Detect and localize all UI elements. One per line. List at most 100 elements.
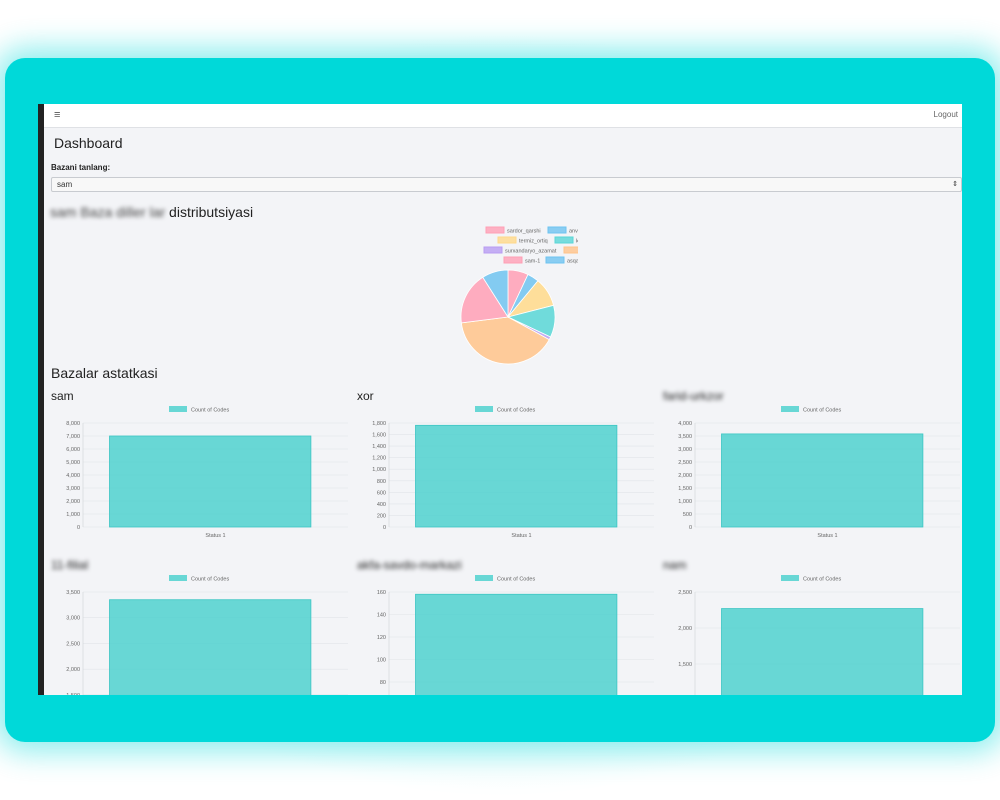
bar-chart-title: akfa-savdo-markazi <box>357 558 462 572</box>
x-tick-label: Status 1 <box>817 533 837 539</box>
database-select-value: sam <box>57 180 73 189</box>
pie-legend-label[interactable]: sardor_qarshi <box>507 229 541 235</box>
y-tick-label: 3,000 <box>678 447 692 453</box>
bar[interactable] <box>415 424 618 528</box>
y-tick-label: 1,000 <box>678 499 692 505</box>
bar-chart: Count of Codes020406080100120140160 <box>377 575 654 695</box>
pie-legend-swatch[interactable] <box>554 236 574 244</box>
bar-legend-swatch[interactable] <box>169 575 187 581</box>
bar-chart-title: nam <box>663 558 687 572</box>
y-tick-label: 3,500 <box>66 590 80 596</box>
bar-legend-swatch[interactable] <box>781 575 799 581</box>
y-tick-label: 4,000 <box>678 421 692 427</box>
y-tick-label: 1,400 <box>372 444 386 450</box>
pie-slice[interactable] <box>460 276 509 324</box>
y-tick-label: 2,000 <box>66 499 80 505</box>
top-navbar: ≡ Logout <box>44 104 962 128</box>
pie-heading-blurred-text: sam Baza diller lar <box>50 204 166 220</box>
pie-legend-swatch[interactable] <box>547 226 567 234</box>
pie-legend-label[interactable]: kitob <box>576 239 578 245</box>
bar-chart: Count of Codes05001,0001,5002,0002,5003,… <box>678 406 960 539</box>
bar-legend-label[interactable]: Count of Codes <box>191 408 229 414</box>
bar-legend-label[interactable]: Count of Codes <box>497 577 535 583</box>
y-tick-label: 160 <box>377 590 386 596</box>
y-tick-label: 1,000 <box>372 467 386 473</box>
bar-legend-swatch[interactable] <box>475 406 493 412</box>
logout-link[interactable]: Logout <box>933 110 958 119</box>
pie-heading-text: distributsiyasi <box>165 204 254 220</box>
y-tick-label: 1,500 <box>678 662 692 668</box>
pie-legend-label[interactable]: termiz_ortiq <box>519 239 548 245</box>
bar-chart: Count of Codes 0 200 400 600 800 1,000 1,200 1,4… <box>372 406 654 539</box>
pie-legend-swatch[interactable] <box>545 256 565 264</box>
hamburger-menu-icon[interactable]: ≡ <box>54 109 61 121</box>
y-tick-label: 0 <box>77 525 80 531</box>
y-tick-label: 500 <box>683 512 692 518</box>
pie-legend-label[interactable]: asqar <box>567 259 578 265</box>
y-tick-label: 2,500 <box>678 590 692 596</box>
bar-chart-title: farid-urkzor <box>663 389 724 403</box>
y-tick-label: 0 <box>383 525 386 531</box>
pie-legend-swatch[interactable] <box>503 256 523 264</box>
bar-chart-panel: sam Count of Codes 0 1,000 2,000 3,000 4,000 5,… <box>51 389 350 563</box>
bar-legend-label[interactable]: Count of Codes <box>497 408 535 414</box>
bar-legend-swatch[interactable] <box>475 575 493 581</box>
bar[interactable] <box>721 608 924 695</box>
bar-chart-title: sam <box>51 389 74 403</box>
y-tick-label: 4,000 <box>66 473 80 479</box>
database-select[interactable]: sam ⇕ <box>51 177 962 192</box>
pie-slice[interactable] <box>482 269 509 319</box>
y-tick-label: 140 <box>377 613 386 619</box>
y-tick-label: 0 <box>689 525 692 531</box>
app-screen: ≡ Logout Dashboard Bazani tanlang: sam ⇕… <box>38 104 962 695</box>
pie-legend-label[interactable]: surxandaryo_azamat <box>505 249 557 255</box>
y-tick-label: 1,600 <box>372 433 386 439</box>
y-tick-label: 5,000 <box>66 460 80 466</box>
y-tick-label: 2,000 <box>678 626 692 632</box>
y-tick-label: 8,000 <box>66 421 80 427</box>
bar-chart: Count of Codes05001,0001,5002,0002,5003,… <box>66 575 348 695</box>
y-tick-label: 200 <box>377 513 386 519</box>
bar-legend-label[interactable]: Count of Codes <box>803 577 841 583</box>
bar-chart-panel: xor Count of Codes 0 200 400 600 800 1,000 1,200… <box>357 389 656 563</box>
bar[interactable] <box>721 433 924 528</box>
pie-legend-swatch[interactable] <box>483 246 503 254</box>
y-tick-label: 2,000 <box>66 667 80 673</box>
bar-legend-label[interactable]: Count of Codes <box>191 577 229 583</box>
y-tick-label: 1,500 <box>678 486 692 492</box>
pie-legend-label[interactable]: sam-1 <box>525 259 540 265</box>
pie-legend-swatch[interactable] <box>563 246 578 254</box>
y-tick-label: 1,000 <box>66 512 80 518</box>
bar-legend-swatch[interactable] <box>169 406 187 412</box>
pie-slice[interactable] <box>460 316 550 365</box>
bar-chart-panel: farid-urkzor Count of Codes 0 500 1,000 1,500… <box>663 389 962 563</box>
bars-section-title: Bazalar astatkasi <box>51 365 158 381</box>
pie-chart-heading: sam Baza diller lar distributsiyasi <box>50 204 253 220</box>
bar[interactable] <box>415 593 618 695</box>
bar-chart-title: 11-filial <box>51 558 89 572</box>
y-tick-label: 3,000 <box>66 616 80 622</box>
page-title: Dashboard <box>54 135 123 151</box>
y-tick-label: 7,000 <box>66 434 80 440</box>
bar-legend-label[interactable]: Count of Codes <box>803 408 841 414</box>
bar[interactable] <box>109 435 312 528</box>
y-tick-label: 1,200 <box>372 456 386 462</box>
pie-legend-label[interactable]: anvar_denov <box>569 229 578 235</box>
x-tick-label: Status 1 <box>511 533 531 539</box>
y-tick-label: 120 <box>377 635 386 641</box>
y-tick-label: 600 <box>377 490 386 496</box>
pie-legend-swatch[interactable] <box>497 236 517 244</box>
pie-legend-swatch[interactable] <box>485 226 505 234</box>
sidebar-edge <box>38 104 44 695</box>
bar-chart-title: xor <box>357 389 374 403</box>
bar[interactable] <box>109 599 312 695</box>
bar-legend-swatch[interactable] <box>781 406 799 412</box>
y-tick-label: 2,500 <box>66 641 80 647</box>
y-tick-label: 80 <box>380 680 386 686</box>
bar-chart: Count of Codes 0 1,000 2,000 3,000 4,000 5,000… <box>66 406 348 539</box>
y-tick-label: 800 <box>377 479 386 485</box>
